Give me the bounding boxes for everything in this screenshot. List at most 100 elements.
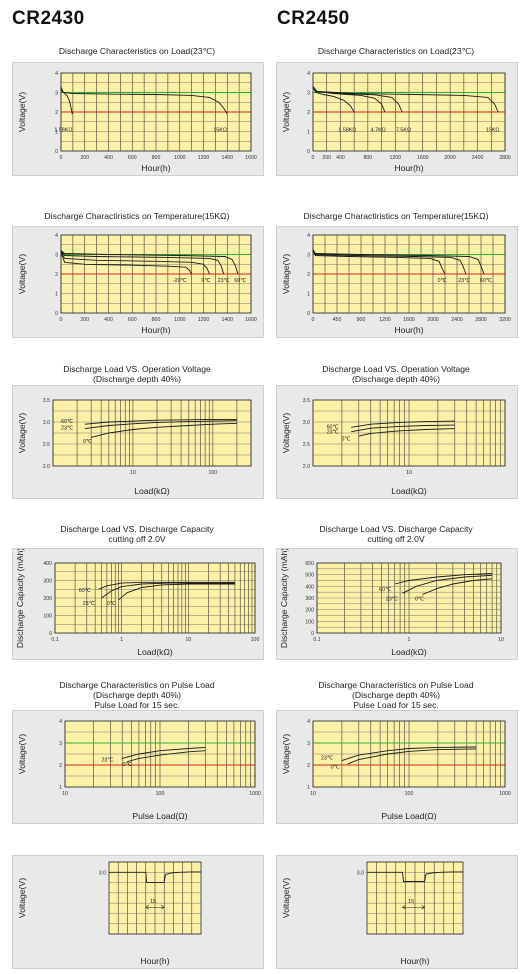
x-tick-label: 800 [152,317,161,323]
y-tick-label: 500 [305,573,314,579]
x-tick-label: 10 [185,637,191,643]
chart-subtitle2-line: Pulse Load for 15 sec. [94,700,180,710]
x-tick-label: 0 [60,317,63,323]
chart-title: Discharge Characteristics on Pulse Load(… [12,680,262,710]
chart-panel-cr2450-load: 0 1 2 3 4 0 200 400 800 1200 1600 2000 2400 2800 Hour(… [276,62,518,176]
x-tick-label: 1200 [390,155,402,161]
series-line [422,578,493,595]
x-tick-label: 0.1 [313,637,320,643]
series-line [60,86,73,115]
x-tick-label: 0 [60,155,63,161]
y-tick-label: 3 [55,91,58,97]
x-tick-label: 400 [104,317,113,323]
chart-svg: 0 1 2 3 4 0 200 400 600 800 1000 1200 1400 1600 Hour(h… [17,71,257,173]
x-tick-label: 1000 [174,317,186,323]
x-tick-label: 200 [80,155,89,161]
y-axis-label: Discharge Capacity (mAh) [15,549,25,648]
y-tick-label: 200 [305,608,314,614]
y-tick-label: 4 [307,719,310,725]
chart-title-line: Discharge Charactiristics on Temperature… [303,211,489,221]
curve-annotation: 23℃ [61,425,73,431]
y-tick-label: 3.5 [303,398,310,404]
x-tick-label: 2800 [475,317,487,323]
chart-title: Discharge Characteristics on Load(23℃) [276,46,516,56]
curve-annotation: 15KΩ [213,128,227,134]
chart-svg: 0 1 2 3 4 0 200 400 600 800 1000 1200 1400 1600 Hour(h… [17,233,257,335]
x-axis-label: Hour(h) [140,956,169,966]
x-tick-label: 600 [128,317,137,323]
y-tick-label: 4 [55,233,58,239]
x-tick-label: 10 [62,791,68,797]
chart-title-line: Discharge Characteristics on Pulse Load [318,680,474,690]
x-tick-label: 1 [408,637,411,643]
curve-annotation: 0℃ [83,439,92,445]
y-tick-label: 1 [307,292,310,298]
y-axis-label: Voltage(V) [281,254,291,294]
x-tick-label: 1200 [379,317,391,323]
curve-annotation: 0℃ [201,278,210,284]
x-axis-label: Load(kΩ) [391,647,427,657]
x-axis-label: Hour(h) [400,956,429,966]
x-tick-label: 2000 [444,155,456,161]
curve-annotation: 60℃ [327,425,339,431]
curve-annotation: 23℃ [386,596,398,602]
series-line [312,249,485,275]
y-tick-label: 1 [59,785,62,791]
chart-subtitle-line: (Discharge depth 40%) [352,374,440,384]
x-tick-label: 10 [406,470,412,476]
y-tick-label: 3.0 [43,420,50,426]
chart-svg: 0 100 200 300 400 500 600 0.1 1 10 Load(kΩ) Dischar… [279,549,504,657]
chart-panel-cr2450-pulse: 1 2 3 4 10 100 1000 Pulse Load(Ω) Voltage(V) 23℃ 0… [276,710,518,824]
x-axis-label: Hour(h) [394,325,423,335]
chart-title-line: Discharge Load VS. Operation Voltage [63,364,211,374]
curve-annotation: 0℃ [437,278,446,284]
series-line [312,250,446,275]
y-tick-label: 2.5 [43,442,50,448]
y-tick-label: 2 [307,763,310,769]
chart-panel-cr2430-capacity: 0 100 200 300 400 0.1 1 10 100 Load(kΩ) Discharge … [12,548,264,660]
curve-annotation: -20℃ [173,278,187,284]
chart-title-line: Discharge Load VS. Discharge Capacity [319,524,473,534]
y-axis-label: Voltage(V) [17,92,27,132]
y-tick-label: 2.5 [303,442,310,448]
x-axis-label: Load(kΩ) [137,647,173,657]
y-axis-label: Voltage(V) [281,734,291,774]
chart-title: Discharge Load VS. Discharge Capacity cut… [12,524,262,544]
x-tick-label: 10 [310,791,316,797]
chart-title: Discharge Charactiristics on Temperature… [276,211,516,221]
curve-annotation: 23℃ [327,429,339,435]
chart-svg: 0 100 200 300 400 0.1 1 10 100 Load(kΩ) Discharge … [15,549,259,657]
y-tick-label: 3 [55,253,58,259]
x-tick-label: 2000 [427,317,439,323]
series-line [84,418,237,425]
y-axis-label: Voltage(V) [17,734,27,774]
arrow-left-icon [145,905,149,910]
y-tick-label: 4 [307,233,310,239]
x-tick-label: 450 [333,317,342,323]
chart-panel-cr2450-temp: 0 1 2 3 4 0 450 900 1200 1600 2000 2400 2800 3200 Hour… [276,226,518,338]
series-line [101,582,235,599]
y-axis-label: Voltage(V) [281,413,291,453]
chart-svg: 0 1 2 3 4 0 200 400 800 1200 1600 2000 2400 2800 Hour(… [281,71,511,173]
y-axis-label: Voltage(V) [281,92,291,132]
series-line [367,871,463,882]
plot-frame [54,562,256,634]
chart-panel-cr2430-pulse: 1 2 3 4 10 100 1000 Pulse Load(Ω) Voltage(V) 23℃ 0… [12,710,264,824]
x-tick-label: 2800 [499,155,511,161]
chart-title-line: Discharge Characteristics on Load(23℃) [58,46,216,56]
y-tick-label: 1 [307,130,310,136]
curve-annotation: 4.7KΩ [371,128,386,134]
series-line [351,424,455,433]
y-tick-label: 3.0 [303,420,310,426]
series-line [341,746,477,762]
series-line [312,86,403,113]
series-line [312,86,499,113]
x-tick-label: 800 [152,155,161,161]
x-axis-label: Pulse Load(Ω) [381,811,436,821]
series-line [122,746,206,759]
y-tick-label: 3.0 [99,870,106,876]
chart-svg: 2.0 2.5 3.0 3.5 10 100 Load(kΩ) Voltage(V) 60℃23… [17,398,252,496]
series-line [358,428,455,437]
curve-annotation: 15 [150,899,156,905]
plot-frame [108,861,202,935]
